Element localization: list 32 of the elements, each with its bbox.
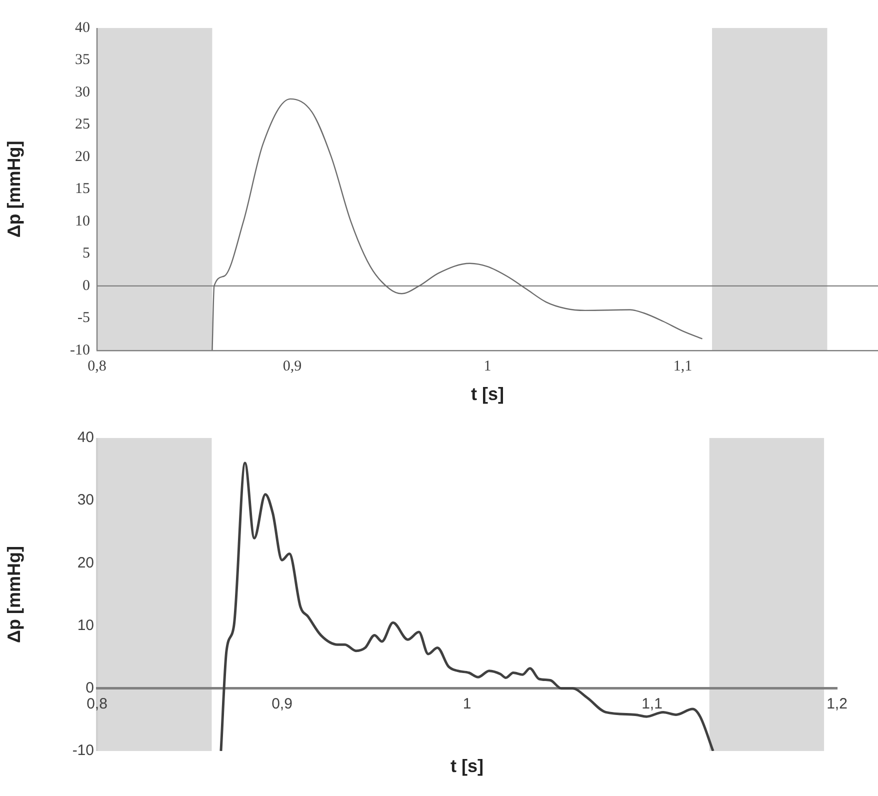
x-tick-label: 0,8	[86, 696, 108, 713]
y-tick-label: 15	[75, 181, 90, 198]
x-tick-label: 1	[484, 358, 492, 374]
x-tick-label: 1,2	[826, 696, 848, 713]
y-tick-label: 0	[82, 278, 90, 294]
x-tick-label: 0,9	[282, 358, 302, 374]
y-tick-label: 20	[77, 554, 94, 572]
y-tick-label: 40	[75, 20, 90, 36]
x-tick-label: 0,8	[88, 358, 106, 374]
y-axis-title: Δp [mmHg]	[4, 546, 24, 643]
x-axis-title: t [s]	[450, 756, 484, 776]
x-tick-label: 1	[462, 696, 472, 713]
y-tick-label: 30	[75, 84, 90, 100]
y-tick-label: 20	[75, 148, 90, 165]
y-tick-label: -5	[78, 310, 90, 326]
y-tick-label: 35	[75, 52, 90, 68]
x-tick-label: 1,1	[642, 696, 662, 713]
x-tick-label: 1,1	[673, 358, 692, 374]
y-tick-label: -10	[72, 742, 94, 760]
y-tick-label: 5	[82, 246, 90, 262]
x-tick-label: 0,9	[272, 696, 292, 713]
y-tick-label: 25	[75, 116, 90, 133]
line-series	[212, 98, 703, 350]
y-tick-label: 0	[86, 680, 94, 697]
line-series	[220, 462, 714, 751]
x-axis-title: t [s]	[471, 384, 504, 404]
y-tick-label: 30	[77, 492, 94, 509]
y-tick-label: 10	[77, 616, 94, 634]
y-tick-label: 10	[75, 213, 90, 230]
y-axis-title: Δp [mmHg]	[4, 140, 24, 238]
y-tick-label: 40	[77, 429, 94, 446]
y-tick-label: -10	[70, 342, 90, 358]
